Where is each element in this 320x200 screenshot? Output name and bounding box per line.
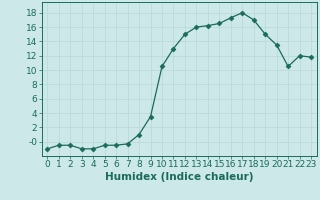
X-axis label: Humidex (Indice chaleur): Humidex (Indice chaleur)	[105, 172, 253, 182]
